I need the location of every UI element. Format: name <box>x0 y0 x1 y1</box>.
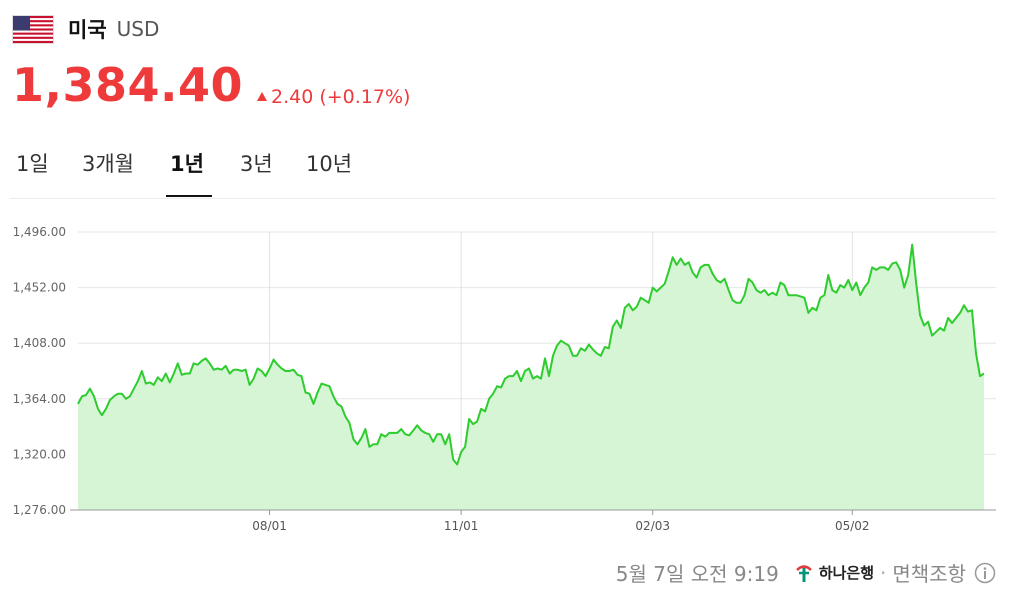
quote-row: 1,384.40 2.40 (+0.17%) <box>12 58 410 112</box>
active-tab-underline <box>166 195 212 197</box>
y-tick-label: 1,496.00 <box>13 225 66 239</box>
update-timestamp: 5월 7일 오전 9:19 <box>615 562 779 586</box>
series-line <box>77 243 985 466</box>
exchange-rate-chart: 1,276.00 1,320.00 1,364.00 1,408.00 1,452.00… <box>13 225 996 533</box>
x-tick-label: 11/01 <box>444 519 479 533</box>
x-tick-label: 05/02 <box>835 519 870 533</box>
y-tick-label: 1,408.00 <box>13 336 66 350</box>
disclaimer-link[interactable]: 면책조항 <box>892 562 966 586</box>
currency-header: 미국 USD <box>12 12 159 46</box>
y-tick-label: 1,364.00 <box>13 392 66 406</box>
currency-code: USD <box>116 17 160 41</box>
y-tick-label: 1,320.00 <box>13 447 66 461</box>
bank-name: 하나은행 <box>818 564 875 582</box>
tab-3-years[interactable]: 3년 <box>240 152 273 176</box>
x-tick-label: 02/03 <box>635 519 670 533</box>
hana-bank-logo-icon <box>795 564 812 582</box>
tab-3-months[interactable]: 3개월 <box>82 152 135 176</box>
x-tick-labels: 08/01 11/01 02/03 05/02 <box>252 519 869 533</box>
footer: 5월 7일 오전 9:19 하나은행 · 면책조항 <box>616 558 996 587</box>
tab-10-years[interactable]: 10년 <box>306 152 353 176</box>
us-flag-icon <box>12 14 54 44</box>
footer-separator: · <box>880 560 887 585</box>
y-tick-label: 1,452.00 <box>13 281 66 295</box>
tab-1-day[interactable]: 1일 <box>16 152 49 176</box>
info-icon[interactable] <box>974 562 996 584</box>
country-name: 미국 <box>68 18 107 42</box>
y-tick-labels: 1,276.00 1,320.00 1,364.00 1,408.00 1,452.00… <box>13 225 66 517</box>
exchange-rate-price: 1,384.40 <box>12 58 243 112</box>
tabs-divider <box>10 198 996 199</box>
x-tick-label: 08/01 <box>252 519 287 533</box>
up-triangle-icon <box>257 92 267 101</box>
area-fill <box>78 244 984 510</box>
price-change-value: 2.40 (+0.17%) <box>271 85 411 108</box>
period-tabs: 1일 3개월 1년 3년 10년 <box>0 140 1024 198</box>
tab-1-year[interactable]: 1년 <box>170 152 204 176</box>
y-tick-label: 1,276.00 <box>13 503 66 517</box>
price-change: 2.40 (+0.17%) <box>257 86 410 108</box>
